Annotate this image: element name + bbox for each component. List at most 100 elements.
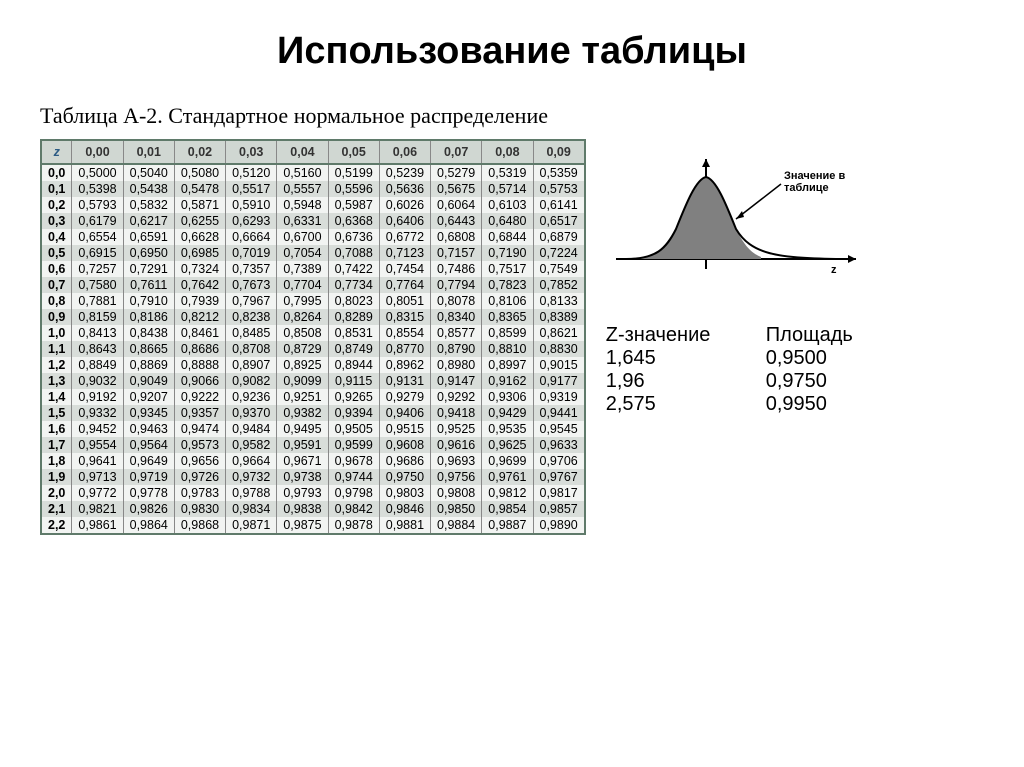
table-cell: 0,5080 — [174, 164, 225, 181]
table-cell: 0,9767 — [533, 469, 585, 485]
table-cell: 0,9850 — [431, 501, 482, 517]
table-cell: 0,9599 — [328, 437, 379, 453]
table-cell: 0,9370 — [226, 405, 277, 421]
table-cell: 0,9834 — [226, 501, 277, 517]
table-cell: 0,8508 — [277, 325, 328, 341]
row-header: 0,6 — [41, 261, 72, 277]
table-cell: 0,5753 — [533, 181, 585, 197]
value-row: 1,6450,9500 — [606, 347, 984, 370]
table-cell: 0,9332 — [72, 405, 123, 421]
table-cell: 0,5199 — [328, 164, 379, 181]
table-cell: 0,9382 — [277, 405, 328, 421]
table-cell: 0,9756 — [431, 469, 482, 485]
table-cell: 0,7823 — [482, 277, 533, 293]
table-cell: 0,8869 — [123, 357, 174, 373]
table-cell: 0,5675 — [431, 181, 482, 197]
table-cell: 0,7673 — [226, 277, 277, 293]
table-cell: 0,5832 — [123, 197, 174, 213]
table-cell: 0,9545 — [533, 421, 585, 437]
table-cell: 0,7910 — [123, 293, 174, 309]
table-cell: 0,7454 — [379, 261, 430, 277]
table-row: 0,20,57930,58320,58710,59100,59480,59870… — [41, 197, 585, 213]
table-cell: 0,8729 — [277, 341, 328, 357]
table-cell: 0,9554 — [72, 437, 123, 453]
table-cell: 0,9706 — [533, 453, 585, 469]
table-cell: 0,8708 — [226, 341, 277, 357]
table-cell: 0,6255 — [174, 213, 225, 229]
column-header: 0,02 — [174, 140, 225, 164]
table-cell: 0,8461 — [174, 325, 225, 341]
table-cell: 0,9147 — [431, 373, 482, 389]
table-cell: 0,5596 — [328, 181, 379, 197]
table-cell: 0,9881 — [379, 517, 430, 534]
table-cell: 0,5948 — [277, 197, 328, 213]
table-cell: 0,6141 — [533, 197, 585, 213]
table-cell: 0,9429 — [482, 405, 533, 421]
table-cell: 0,8980 — [431, 357, 482, 373]
table-row: 1,80,96410,96490,96560,96640,96710,96780… — [41, 453, 585, 469]
table-cell: 0,9292 — [431, 389, 482, 405]
table-cell: 0,9778 — [123, 485, 174, 501]
table-cell: 0,8340 — [431, 309, 482, 325]
table-cell: 0,6950 — [123, 245, 174, 261]
table-cell: 0,7123 — [379, 245, 430, 261]
row-header: 0,1 — [41, 181, 72, 197]
table-cell: 0,8770 — [379, 341, 430, 357]
table-cell: 0,5557 — [277, 181, 328, 197]
table-cell: 0,9817 — [533, 485, 585, 501]
table-row: 2,00,97720,97780,97830,97880,97930,97980… — [41, 485, 585, 501]
table-cell: 0,6443 — [431, 213, 482, 229]
value-row: 1,960,9750 — [606, 370, 984, 393]
table-cell: 0,9015 — [533, 357, 585, 373]
table-cell: 0,7995 — [277, 293, 328, 309]
table-cell: 0,8554 — [379, 325, 430, 341]
table-cell: 0,8186 — [123, 309, 174, 325]
table-cell: 0,7291 — [123, 261, 174, 277]
table-cell: 0,9582 — [226, 437, 277, 453]
table-cell: 0,6844 — [482, 229, 533, 245]
table-cell: 0,9788 — [226, 485, 277, 501]
z-value: 1,645 — [606, 347, 766, 370]
table-cell: 0,8888 — [174, 357, 225, 373]
table-cell: 0,8389 — [533, 309, 585, 325]
row-header: 0,0 — [41, 164, 72, 181]
table-row: 2,20,98610,98640,98680,98710,98750,98780… — [41, 517, 585, 534]
table-cell: 0,7852 — [533, 277, 585, 293]
table-cell: 0,7517 — [482, 261, 533, 277]
z-column-header: z — [41, 140, 72, 164]
table-cell: 0,6736 — [328, 229, 379, 245]
table-cell: 0,7357 — [226, 261, 277, 277]
table-cell: 0,9719 — [123, 469, 174, 485]
table-row: 1,40,91920,92070,92220,92360,92510,92650… — [41, 389, 585, 405]
table-cell: 0,9049 — [123, 373, 174, 389]
table-cell: 0,6554 — [72, 229, 123, 245]
table-row: 0,80,78810,79100,79390,79670,79950,80230… — [41, 293, 585, 309]
table-cell: 0,9890 — [533, 517, 585, 534]
table-cell: 0,9868 — [174, 517, 225, 534]
row-header: 1,7 — [41, 437, 72, 453]
column-header: 0,06 — [379, 140, 430, 164]
row-header: 2,0 — [41, 485, 72, 501]
row-header: 2,2 — [41, 517, 72, 534]
table-cell: 0,7642 — [174, 277, 225, 293]
table-cell: 0,9793 — [277, 485, 328, 501]
table-cell: 0,9207 — [123, 389, 174, 405]
table-cell: 0,7486 — [431, 261, 482, 277]
table-cell: 0,7054 — [277, 245, 328, 261]
table-cell: 0,7794 — [431, 277, 482, 293]
table-cell: 0,9515 — [379, 421, 430, 437]
table-cell: 0,7764 — [379, 277, 430, 293]
table-cell: 0,5120 — [226, 164, 277, 181]
table-cell: 0,9744 — [328, 469, 379, 485]
table-cell: 0,9495 — [277, 421, 328, 437]
table-cell: 0,9463 — [123, 421, 174, 437]
table-cell: 0,7881 — [72, 293, 123, 309]
table-cell: 0,7967 — [226, 293, 277, 309]
table-cell: 0,9441 — [533, 405, 585, 421]
z-values-list: Z-значение Площадь 1,6450,95001,960,9750… — [606, 324, 984, 416]
table-cell: 0,5398 — [72, 181, 123, 197]
table-row: 0,60,72570,72910,73240,73570,73890,74220… — [41, 261, 585, 277]
table-cell: 0,9162 — [482, 373, 533, 389]
table-cell: 0,9418 — [431, 405, 482, 421]
table-cell: 0,9608 — [379, 437, 430, 453]
